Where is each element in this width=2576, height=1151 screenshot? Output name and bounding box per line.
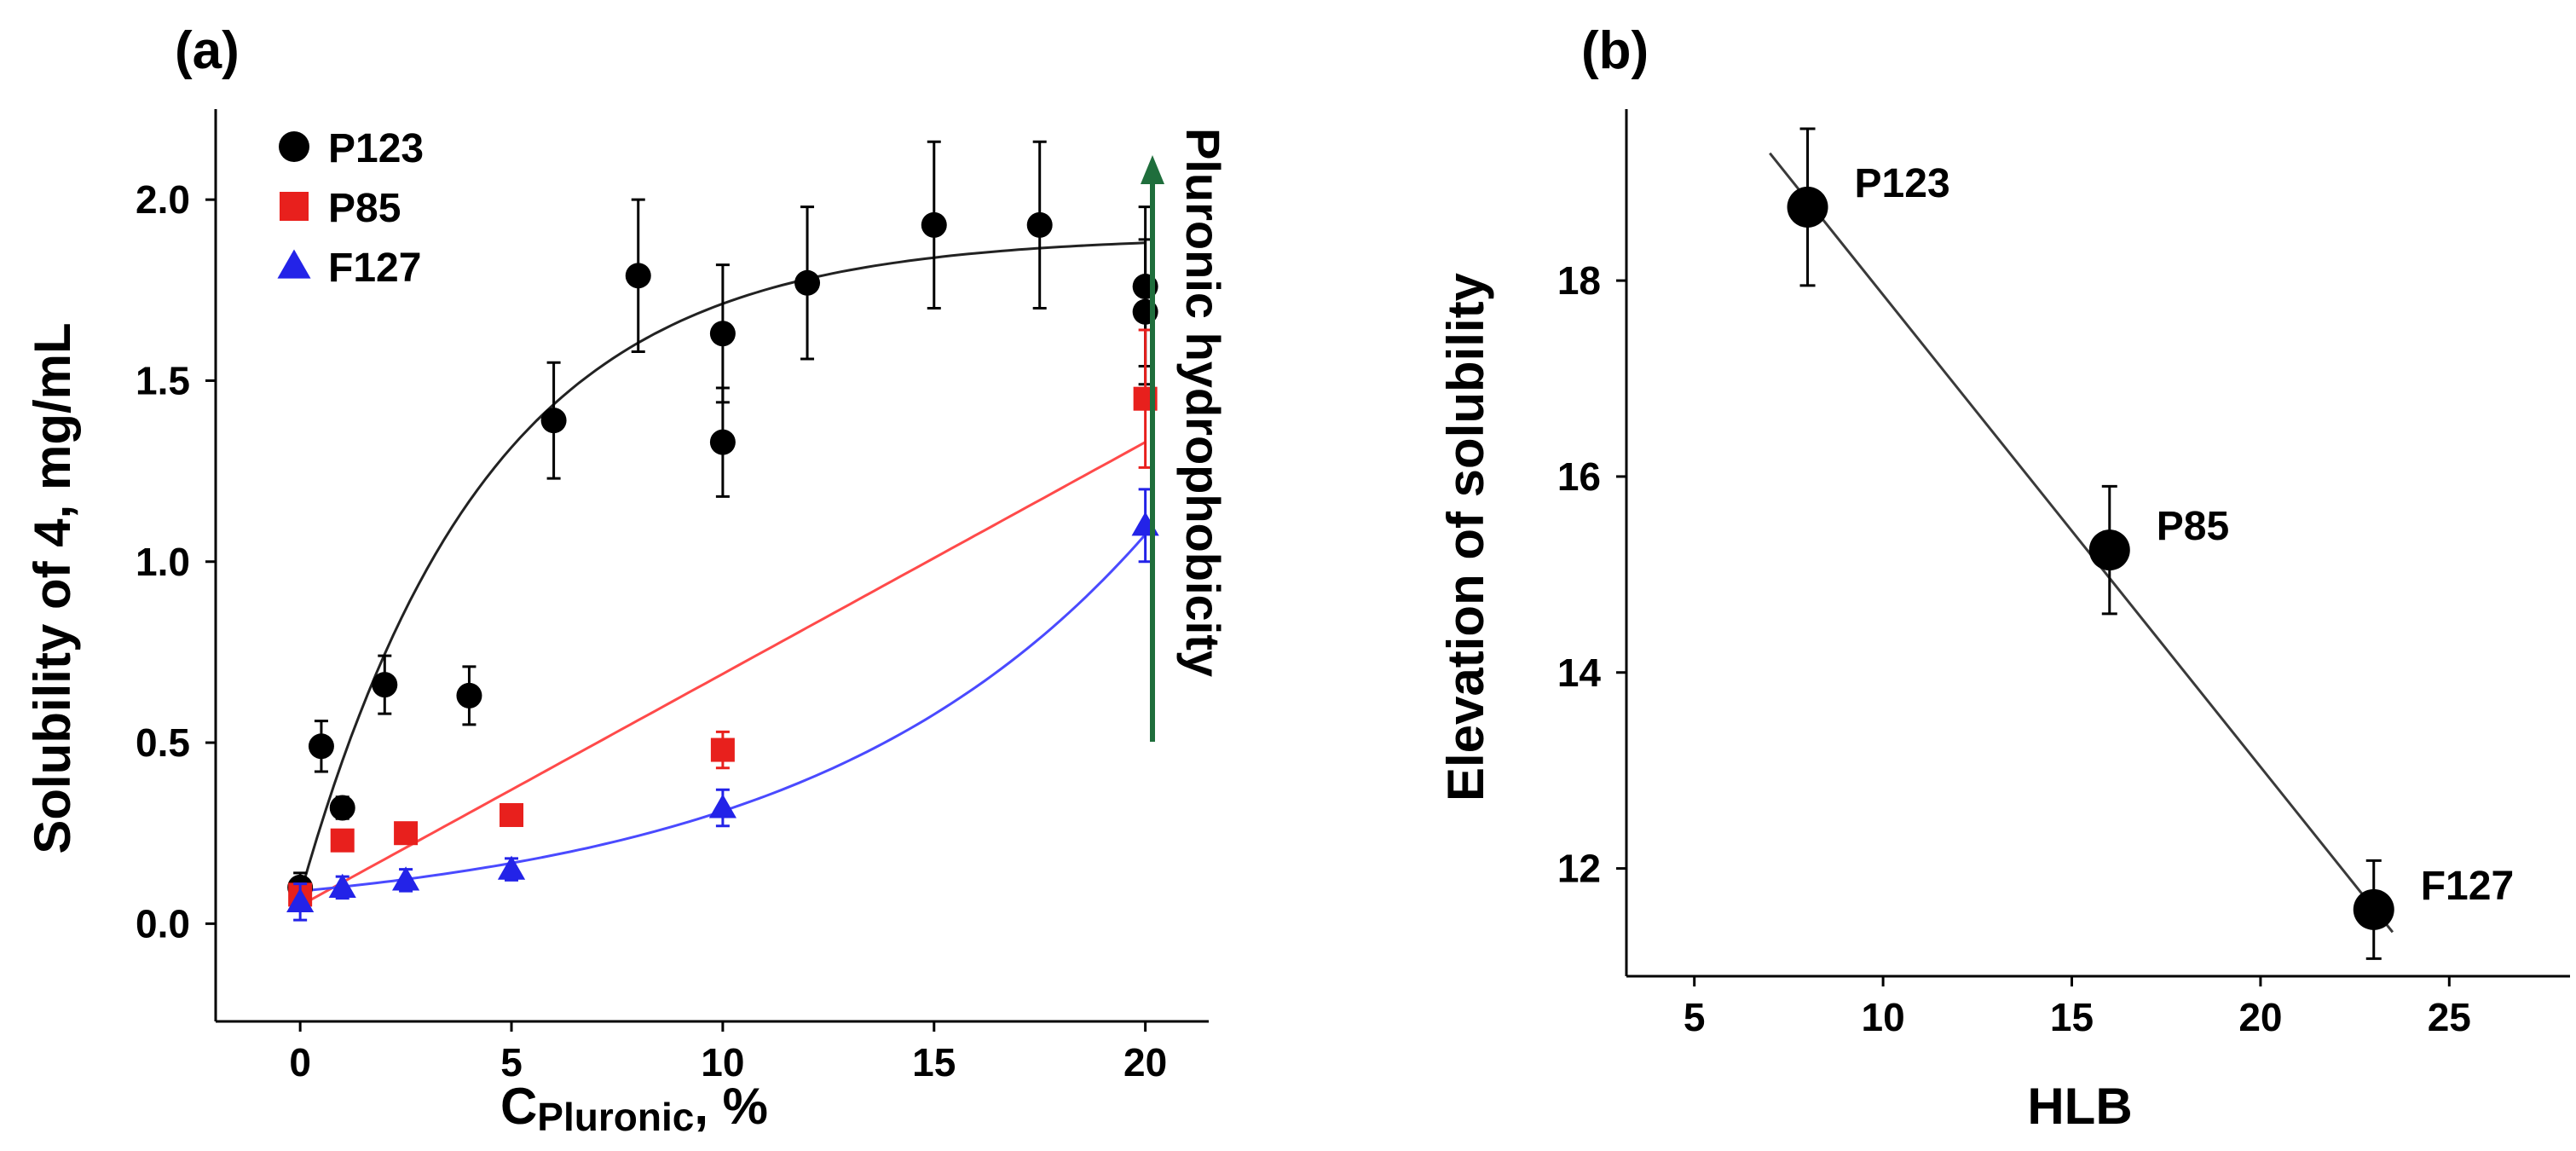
- legend-marker-f127: [277, 249, 311, 279]
- data-point-p123: [329, 795, 355, 821]
- panel-b: (b) 12 14 16 18 5 10 15 20 25 P123 P85 F127 Eleva…: [1437, 21, 2570, 1135]
- y-tick-label: 12: [1557, 847, 1601, 891]
- legend-marker-p123: [279, 131, 309, 162]
- data-point: [1787, 186, 1828, 228]
- panel-a-legend: P123 P85 F127: [277, 126, 424, 291]
- data-point-p123: [372, 672, 398, 698]
- data-point-p123: [1026, 211, 1053, 238]
- panel-a-x-axis-label-main: C: [500, 1078, 537, 1135]
- x-tick-label: 0: [289, 1040, 311, 1084]
- data-point-p85: [394, 821, 419, 846]
- data-point: [2353, 888, 2394, 930]
- legend-label-p123: P123: [328, 126, 424, 171]
- panel-a-data-points: [286, 140, 1159, 922]
- data-label: P123: [1855, 161, 1950, 206]
- data-point-p85: [710, 737, 735, 762]
- y-tick-label: 18: [1557, 258, 1601, 303]
- x-tick-label: 15: [912, 1040, 956, 1084]
- x-tick-label: 10: [701, 1040, 744, 1084]
- data-point-p123: [625, 263, 651, 289]
- data-point-p85: [500, 802, 524, 827]
- series-f127: [286, 488, 1159, 922]
- panel-b-fit-line: [1769, 152, 2394, 934]
- y-tick-label: 14: [1557, 651, 1602, 695]
- y-tick-label: 2.0: [136, 177, 190, 222]
- legend-label-p85: P85: [328, 186, 401, 231]
- fit-line: [1769, 152, 2394, 934]
- panel-b-y-ticks: 12 14 16 18: [1557, 258, 1626, 891]
- data-label: P85: [2157, 504, 2229, 549]
- data-label: F127: [2421, 864, 2514, 909]
- x-tick-label: 15: [2050, 995, 2094, 1039]
- point-p123: P123: [1787, 127, 1950, 287]
- data-point-p85: [330, 828, 355, 853]
- data-point-p123: [308, 733, 334, 760]
- fit-curve-p85: [299, 441, 1146, 907]
- data-point-f127: [497, 855, 526, 880]
- legend-label-f127: F127: [328, 246, 421, 291]
- x-tick-label: 25: [2428, 995, 2471, 1039]
- data-point-f127: [708, 794, 736, 818]
- panel-a-x-ticks: 0 5 10 15 20: [289, 1021, 1167, 1084]
- panel-a-x-axis-label-sub: Pluronic: [537, 1095, 694, 1139]
- data-point-p123: [456, 682, 482, 709]
- panel-b-x-ticks: 5 10 15 20 25: [1684, 976, 2471, 1039]
- panel-a-x-axis-label-suffix: , %: [694, 1078, 768, 1135]
- x-tick-label: 5: [1684, 995, 1706, 1039]
- x-tick-label: 20: [2238, 995, 2282, 1039]
- panel-b-data-points: P123 P85 F127: [1787, 127, 2514, 960]
- data-point-f127: [328, 873, 356, 898]
- y-tick-label: 1.5: [136, 358, 190, 402]
- x-tick-label: 5: [500, 1040, 523, 1084]
- point-p85: P85: [2088, 484, 2229, 616]
- panel-b-y-axis-label: Elevation of solubility: [1437, 272, 1494, 801]
- hydrophobicity-arrow-head: [1141, 155, 1164, 184]
- fit-curve-f127: [299, 534, 1146, 893]
- y-tick-label: 0.5: [136, 720, 190, 765]
- series-p123: [287, 140, 1158, 904]
- panel-a-label: (a): [175, 21, 240, 80]
- point-f127: F127: [2353, 859, 2514, 960]
- data-point-p123: [709, 429, 736, 455]
- data-point-p123: [794, 269, 821, 296]
- series-p85: [288, 328, 1158, 907]
- panel-a-y-ticks: 0.0 0.5 1.0 1.5 2.0: [136, 177, 216, 946]
- panel-a-x-axis-label: CPluronic, %: [500, 1078, 768, 1139]
- x-tick-label: 20: [1123, 1040, 1167, 1084]
- data-point: [2088, 529, 2130, 571]
- panel-a-y-axis-label: Solubility of 4, mg/mL: [24, 322, 81, 853]
- y-tick-label: 0.0: [136, 901, 190, 946]
- y-tick-label: 16: [1557, 454, 1601, 499]
- hydrophobicity-annotation: Pluronic hydrophobicity: [1176, 128, 1230, 677]
- y-tick-label: 1.0: [136, 540, 190, 584]
- data-point-p123: [921, 211, 947, 238]
- data-point-p123: [709, 321, 736, 347]
- panel-b-label: (b): [1581, 21, 1649, 80]
- x-tick-label: 10: [1862, 995, 1905, 1039]
- data-point-f127: [391, 866, 420, 891]
- data-point-p123: [540, 408, 567, 434]
- data-point-f127: [286, 888, 315, 912]
- panel-b-x-axis-label: HLB: [2027, 1078, 2132, 1135]
- legend-marker-p85: [280, 192, 309, 221]
- panel-a: (a) 0.0 0.5 1.0 1.5 2.0 0 5 10 15 20 P123 P85 F127…: [24, 21, 1230, 1139]
